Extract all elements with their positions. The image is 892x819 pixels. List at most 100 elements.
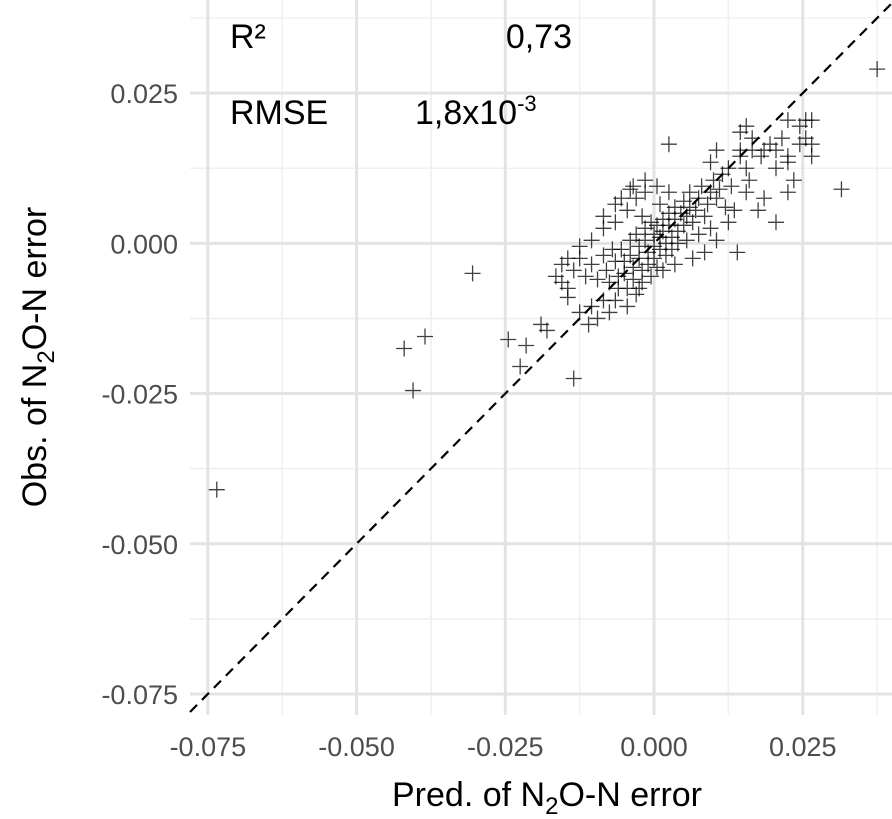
data-point xyxy=(738,160,755,177)
data-point xyxy=(803,136,820,153)
data-point xyxy=(654,262,671,279)
data-point xyxy=(738,184,755,201)
data-point xyxy=(833,181,850,198)
data-point xyxy=(708,232,725,249)
data-point xyxy=(750,202,767,219)
data-point xyxy=(464,265,481,282)
data-point xyxy=(696,208,713,225)
y-tick-label: -0.075 xyxy=(101,680,178,710)
data-point xyxy=(675,217,692,234)
data-point xyxy=(571,238,588,255)
x-axis-title: Pred. of N2O-N error xyxy=(392,776,702,819)
data-point xyxy=(631,280,648,297)
data-point xyxy=(779,112,796,129)
data-point xyxy=(779,184,796,201)
data-point xyxy=(699,196,716,213)
data-point xyxy=(726,202,743,219)
data-point xyxy=(785,172,802,189)
data-point xyxy=(753,148,770,165)
data-point xyxy=(628,286,645,303)
data-point xyxy=(628,190,645,207)
data-point xyxy=(589,271,606,288)
x-axis-title-post: O-N error xyxy=(558,776,702,814)
data-point xyxy=(628,226,645,243)
y-axis-title-pre: Obs. of N xyxy=(16,364,54,508)
y-axis-title-sub: 2 xyxy=(33,350,60,363)
y-tick-labels: -0.075 -0.050 -0.025 0.000 0.025 xyxy=(101,79,178,710)
data-point xyxy=(619,298,636,315)
data-point xyxy=(690,226,707,243)
data-point xyxy=(559,280,576,297)
data-point xyxy=(773,130,790,147)
data-point xyxy=(729,244,746,261)
data-point xyxy=(669,235,686,252)
data-point xyxy=(518,337,535,354)
data-point xyxy=(660,184,677,201)
data-point xyxy=(416,328,433,345)
data-point xyxy=(660,136,677,153)
data-point xyxy=(601,304,618,321)
data-point xyxy=(538,322,555,339)
data-point xyxy=(646,250,663,267)
y-axis-title-post: O-N error xyxy=(16,207,54,351)
data-point xyxy=(702,154,719,171)
rmse-value: 1,8x10-3 xyxy=(415,91,537,132)
data-point xyxy=(565,370,582,387)
y-tick-label: -0.050 xyxy=(101,530,178,560)
data-point xyxy=(869,61,886,78)
data-point xyxy=(756,190,773,207)
data-point xyxy=(622,181,639,198)
x-tick-labels: -0.075 -0.050 -0.025 0.000 0.025 xyxy=(170,732,837,762)
data-point xyxy=(643,268,660,285)
y-tick-label: -0.025 xyxy=(101,380,178,410)
data-point xyxy=(708,142,725,159)
data-point xyxy=(619,202,636,219)
data-point xyxy=(702,220,719,237)
data-point xyxy=(607,196,624,213)
r2-label: R² xyxy=(230,18,266,56)
x-axis-title-pre: Pred. of N xyxy=(392,776,545,814)
x-tick-label: 0.000 xyxy=(620,732,688,762)
y-tick-label: 0.025 xyxy=(110,79,178,109)
data-point xyxy=(678,232,695,249)
data-point xyxy=(684,214,701,231)
x-tick-label: 0.025 xyxy=(769,732,837,762)
data-point xyxy=(634,274,651,291)
data-point xyxy=(696,244,713,261)
data-point xyxy=(577,268,594,285)
data-point xyxy=(767,214,784,231)
data-point xyxy=(595,208,612,225)
data-point xyxy=(589,310,606,327)
data-point xyxy=(396,340,413,357)
data-point xyxy=(756,142,773,159)
data-points xyxy=(208,61,886,498)
data-point xyxy=(723,178,740,195)
data-point xyxy=(583,232,600,249)
data-point xyxy=(717,199,734,216)
y-tick-label: 0.000 xyxy=(110,229,178,259)
data-point xyxy=(779,148,796,165)
data-point xyxy=(500,331,517,348)
data-point xyxy=(681,184,698,201)
data-point xyxy=(803,112,820,129)
data-point xyxy=(625,178,642,195)
data-point xyxy=(595,247,612,264)
rmse-value-base: 1,8x10 xyxy=(415,94,517,132)
data-point xyxy=(565,262,582,279)
x-tick-label: -0.075 xyxy=(170,732,247,762)
data-point xyxy=(580,316,597,333)
data-point xyxy=(711,181,728,198)
data-point xyxy=(613,241,630,258)
data-point xyxy=(405,382,422,399)
data-point xyxy=(693,178,710,195)
rmse-value-exponent: -3 xyxy=(517,91,537,116)
identity-reference-line xyxy=(189,2,892,713)
data-point xyxy=(738,118,755,135)
data-point xyxy=(666,256,683,273)
data-point xyxy=(622,247,639,264)
data-point xyxy=(583,256,600,273)
data-point xyxy=(625,271,642,288)
data-point xyxy=(651,196,668,213)
data-point xyxy=(512,358,529,375)
